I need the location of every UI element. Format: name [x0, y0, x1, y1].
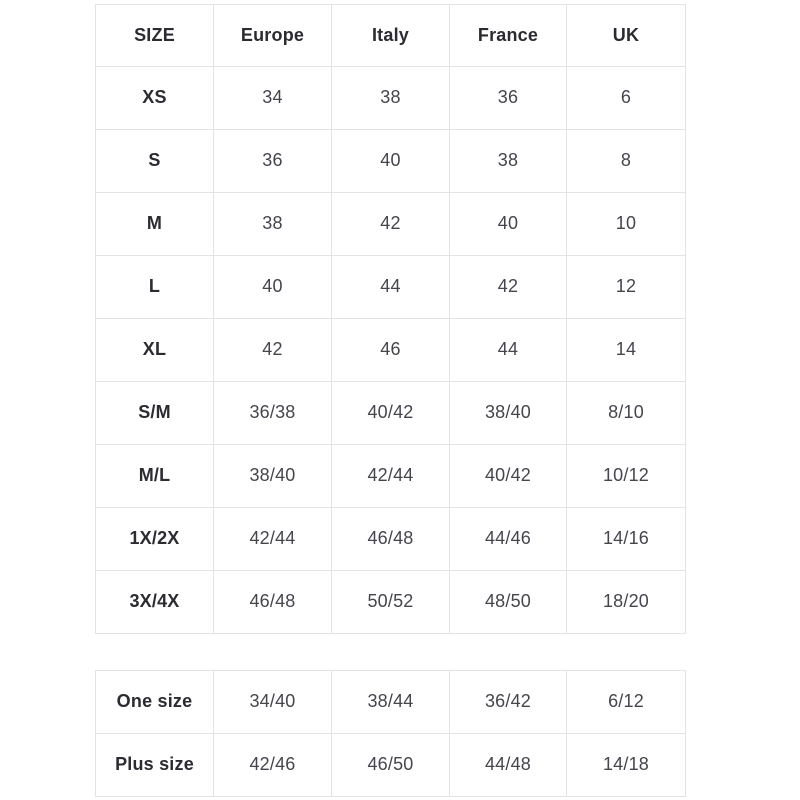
size-value-cell: 38 [331, 66, 450, 130]
table-row-xl: XL 42 46 44 14 [95, 318, 686, 382]
size-value-cell: 14/16 [566, 507, 686, 571]
table-row-1x-2x: 1X/2X 42/44 46/48 44/46 14/16 [95, 507, 686, 571]
column-header-size: SIZE [95, 4, 214, 67]
size-label-cell: S [95, 129, 214, 193]
size-value-cell: 14/18 [566, 733, 686, 797]
size-value-cell: 40 [331, 129, 450, 193]
size-value-cell: 46 [331, 318, 450, 382]
size-value-cell: 38 [213, 192, 332, 256]
table-row-s: S 36 40 38 8 [95, 129, 686, 193]
size-value-cell: 34/40 [213, 670, 332, 734]
table-row-one-size: One size 34/40 38/44 36/42 6/12 [95, 670, 686, 734]
table-row-s-m: S/M 36/38 40/42 38/40 8/10 [95, 381, 686, 445]
size-value-cell: 50/52 [331, 570, 450, 634]
size-value-cell: 40 [213, 255, 332, 319]
column-header-uk: UK [566, 4, 686, 67]
size-value-cell: 44 [331, 255, 450, 319]
table-row-l: L 40 44 42 12 [95, 255, 686, 319]
size-label-cell: Plus size [95, 733, 214, 797]
size-label-cell: S/M [95, 381, 214, 445]
size-value-cell: 34 [213, 66, 332, 130]
size-value-cell: 8 [566, 129, 686, 193]
size-value-cell: 40/42 [331, 381, 450, 445]
size-value-cell: 46/48 [213, 570, 332, 634]
column-header-italy: Italy [331, 4, 450, 67]
size-value-cell: 44 [449, 318, 567, 382]
size-label-cell: One size [95, 670, 214, 734]
size-label-cell: M [95, 192, 214, 256]
size-value-cell: 18/20 [566, 570, 686, 634]
size-value-cell: 42 [331, 192, 450, 256]
size-value-cell: 38/40 [449, 381, 567, 445]
size-label-cell: XS [95, 66, 214, 130]
size-value-cell: 44/46 [449, 507, 567, 571]
size-value-cell: 42/44 [213, 507, 332, 571]
table-row-m-l: M/L 38/40 42/44 40/42 10/12 [95, 444, 686, 508]
table-row-m: M 38 42 40 10 [95, 192, 686, 256]
size-value-cell: 38 [449, 129, 567, 193]
size-value-cell: 14 [566, 318, 686, 382]
column-header-europe: Europe [213, 4, 332, 67]
table-row-xs: XS 34 38 36 6 [95, 66, 686, 130]
header-row: SIZE Europe Italy France UK [95, 4, 686, 67]
size-value-cell: 40/42 [449, 444, 567, 508]
size-value-cell: 10 [566, 192, 686, 256]
size-value-cell: 38/40 [213, 444, 332, 508]
size-label-cell: L [95, 255, 214, 319]
size-label-cell: M/L [95, 444, 214, 508]
size-value-cell: 48/50 [449, 570, 567, 634]
size-value-cell: 42 [213, 318, 332, 382]
size-label-cell: 3X/4X [95, 570, 214, 634]
table-row-3x-4x: 3X/4X 46/48 50/52 48/50 18/20 [95, 570, 686, 634]
size-value-cell: 40 [449, 192, 567, 256]
size-value-cell: 12 [566, 255, 686, 319]
size-value-cell: 6 [566, 66, 686, 130]
size-value-cell: 42/44 [331, 444, 450, 508]
table-row-plus-size: Plus size 42/46 46/50 44/48 14/18 [95, 733, 686, 797]
size-value-cell: 36/38 [213, 381, 332, 445]
size-value-cell: 36/42 [449, 670, 567, 734]
size-label-cell: 1X/2X [95, 507, 214, 571]
size-value-cell: 42/46 [213, 733, 332, 797]
size-value-cell: 36 [449, 66, 567, 130]
size-value-cell: 38/44 [331, 670, 450, 734]
size-value-cell: 6/12 [566, 670, 686, 734]
size-value-cell: 10/12 [566, 444, 686, 508]
size-conversion-chart: SIZE Europe Italy France UK XS 34 38 36 … [95, 4, 686, 797]
size-value-cell: 46/48 [331, 507, 450, 571]
special-sizes-table: One size 34/40 38/44 36/42 6/12 Plus siz… [95, 670, 686, 797]
size-value-cell: 42 [449, 255, 567, 319]
size-value-cell: 36 [213, 129, 332, 193]
size-value-cell: 44/48 [449, 733, 567, 797]
size-value-cell: 46/50 [331, 733, 450, 797]
size-conversion-table: SIZE Europe Italy France UK XS 34 38 36 … [95, 4, 686, 634]
size-value-cell: 8/10 [566, 381, 686, 445]
size-label-cell: XL [95, 318, 214, 382]
column-header-france: France [449, 4, 567, 67]
